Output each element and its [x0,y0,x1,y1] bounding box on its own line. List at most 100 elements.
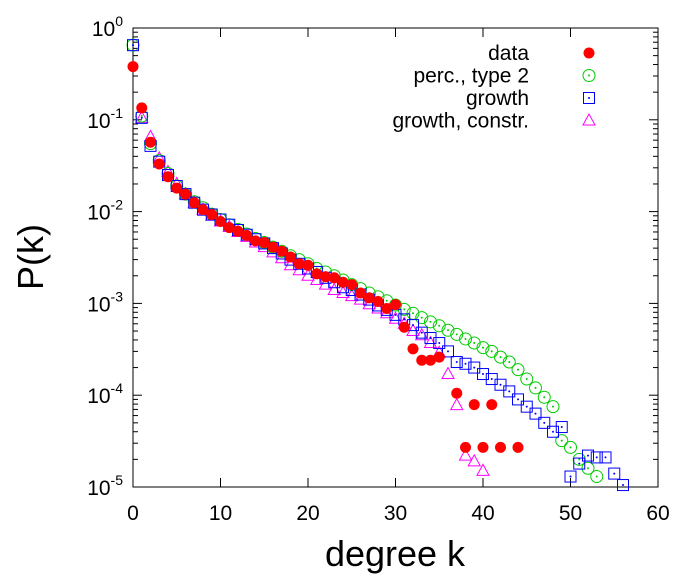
point-series-2 [503,385,516,398]
legend-marker [582,112,596,126]
point-series-1 [537,390,551,404]
point-series-2 [512,393,524,406]
point-series-0 [171,182,183,194]
point-series-0 [197,204,209,216]
point-series-2 [590,451,603,464]
point-series-0 [495,441,506,453]
point-series-0 [433,351,445,363]
point-series-0 [398,321,410,333]
series-0 [127,61,524,453]
point-series-0 [468,399,480,411]
point-series-3 [441,366,455,380]
y-axis-title: P(k) [10,224,51,290]
point-series-0 [250,235,261,247]
legend-label: perc., type 2 [413,65,529,88]
point-series-0 [425,354,436,366]
y-tick-label: 10-5 [87,472,123,500]
legend-marker [582,69,596,82]
point-series-1 [494,350,507,364]
point-series-0 [153,158,165,170]
point-series-0 [416,354,428,366]
point-series-0 [451,387,463,399]
point-series-2 [599,451,612,464]
point-series-2 [573,457,586,470]
point-series-0 [328,272,340,284]
point-series-1 [459,332,472,346]
point-series-1 [581,461,595,475]
y-tick-label: 100 [92,13,123,41]
point-series-0 [320,271,331,283]
y-tick-labels: 10-5 10-4 10-3 10-2 10-1 100 [87,13,123,500]
point-series-2 [529,407,542,420]
x-tick-label: 50 [559,502,582,525]
point-series-1 [450,327,464,341]
point-series-1 [467,336,481,350]
point-series-0 [381,302,393,314]
point-series-2 [555,421,568,434]
legend-label: data [488,42,529,65]
point-series-0 [486,399,498,411]
data-marks [126,38,629,492]
x-tick-label: 20 [296,502,319,525]
point-series-0 [311,268,323,280]
point-series-2 [433,337,446,350]
point-series-0 [232,225,244,237]
series-3 [134,110,490,476]
point-series-3 [467,453,482,467]
x-tick-labels: 0 10 20 30 40 50 60 [127,502,670,525]
x-tick-label: 0 [127,502,139,525]
point-series-0 [337,276,349,288]
point-series-0 [302,259,314,271]
point-series-0 [372,295,384,307]
x-tick-label: 60 [646,502,669,525]
point-series-0 [477,441,489,453]
point-series-0 [267,241,279,253]
y-tick-label: 10-2 [87,197,123,225]
point-series-0 [215,216,226,228]
point-series-1 [432,319,446,333]
point-series-2 [494,378,507,391]
point-series-2 [442,345,454,358]
point-series-3 [458,448,473,461]
point-series-0 [407,343,419,355]
point-series-0 [241,229,253,241]
legend-label: growth, constr. [392,110,529,133]
x-tick-label: 10 [209,502,232,525]
point-series-0 [223,222,235,234]
point-series-0 [162,171,174,183]
point-series-0 [293,258,305,270]
legend-marker [583,47,595,59]
x-tick-label: 40 [471,502,494,525]
x-tick-label: 30 [384,502,407,525]
x-axis-title: degree k [325,533,466,574]
point-series-1 [511,363,525,377]
point-series-0 [285,251,296,263]
point-series-0 [460,441,471,453]
point-series-0 [127,61,139,73]
y-tick-label: 10-4 [87,380,123,408]
point-series-1 [546,400,560,414]
point-series-1 [590,470,604,484]
point-series-1 [529,381,542,395]
point-series-2 [538,416,551,429]
point-series-1 [520,372,534,386]
point-series-0 [276,245,288,257]
point-series-0 [188,197,200,209]
point-series-2 [582,449,594,462]
point-series-1 [415,311,429,325]
point-series-2 [520,400,533,413]
point-series-0 [390,299,401,311]
point-series-0 [512,441,524,453]
y-tick-label: 10-3 [87,288,123,316]
point-series-0 [180,188,191,200]
point-series-2 [617,479,629,492]
point-series-1 [476,341,490,355]
point-series-2 [608,467,621,480]
point-series-2 [564,470,577,483]
legend-marker [583,92,595,104]
point-series-1 [564,440,577,454]
point-series-1 [555,434,569,448]
axis-ticks [132,27,659,488]
